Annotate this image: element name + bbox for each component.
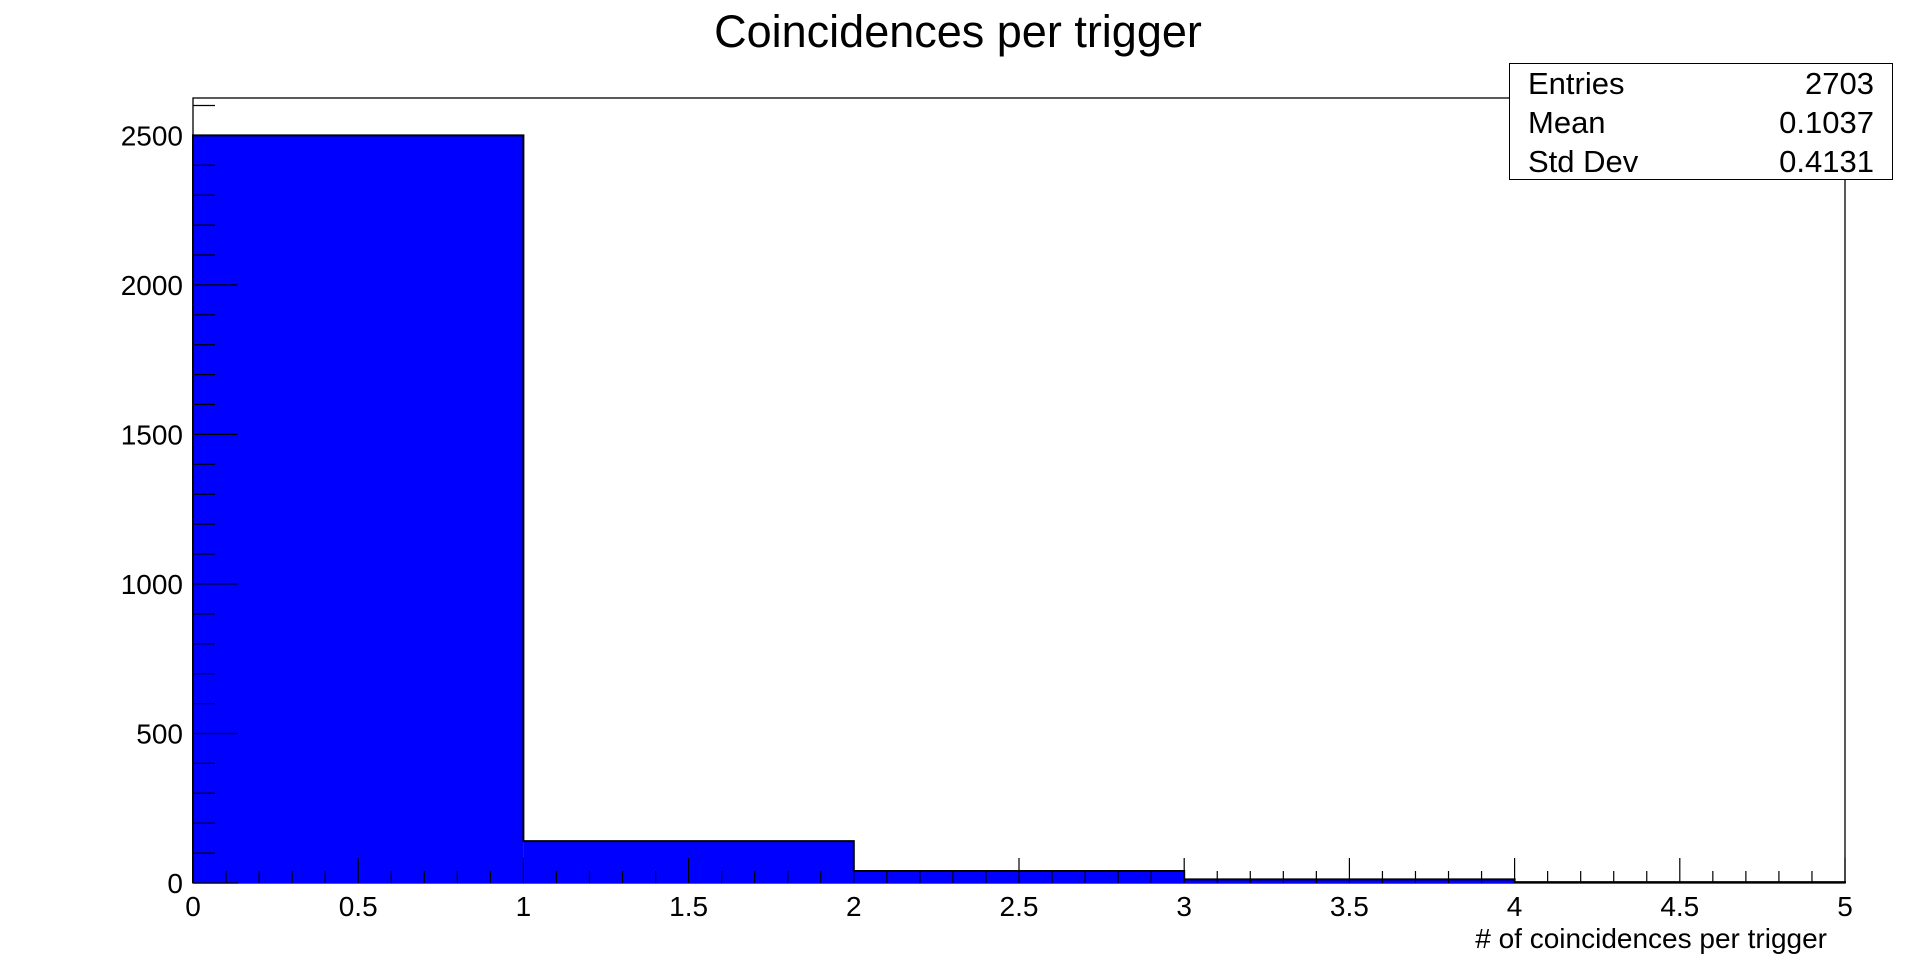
x-tick-label: 5 xyxy=(1837,891,1853,922)
x-tick-label: 2 xyxy=(846,891,862,922)
x-tick-label: 3.5 xyxy=(1330,891,1369,922)
x-tick-label: 0.5 xyxy=(339,891,378,922)
y-tick-label: 2500 xyxy=(121,120,183,151)
x-tick-label: 1 xyxy=(516,891,532,922)
y-tick-label: 2000 xyxy=(121,270,183,301)
stats-value: 0.1037 xyxy=(1779,105,1874,140)
x-tick-label: 4 xyxy=(1507,891,1523,922)
chart-title: Coincidences per trigger xyxy=(714,6,1202,57)
y-tick-label: 1500 xyxy=(121,419,183,450)
stats-value: 2703 xyxy=(1805,66,1874,101)
x-tick-label: 1.5 xyxy=(669,891,708,922)
stats-value: 0.4131 xyxy=(1779,144,1874,179)
stats-box: Entries 2703 Mean 0.1037 Std Dev 0.4131 xyxy=(1509,63,1893,180)
stats-label: Std Dev xyxy=(1528,144,1639,179)
x-tick-label: 2.5 xyxy=(1000,891,1039,922)
x-tick-label: 3 xyxy=(1176,891,1192,922)
x-axis-label: # of coincidences per trigger xyxy=(1475,923,1827,954)
y-tick-label: 500 xyxy=(136,718,183,749)
stats-label: Mean xyxy=(1528,105,1606,140)
histogram-bar xyxy=(193,135,524,883)
stats-row-entries: Entries 2703 xyxy=(1510,64,1892,103)
stats-row-mean: Mean 0.1037 xyxy=(1510,103,1892,142)
x-tick-label: 0 xyxy=(185,891,201,922)
y-tick-label: 1000 xyxy=(121,569,183,600)
y-tick-label: 0 xyxy=(167,868,183,899)
stats-row-std-dev: Std Dev 0.4131 xyxy=(1510,142,1892,181)
stats-label: Entries xyxy=(1528,66,1625,101)
x-tick-label: 4.5 xyxy=(1660,891,1699,922)
